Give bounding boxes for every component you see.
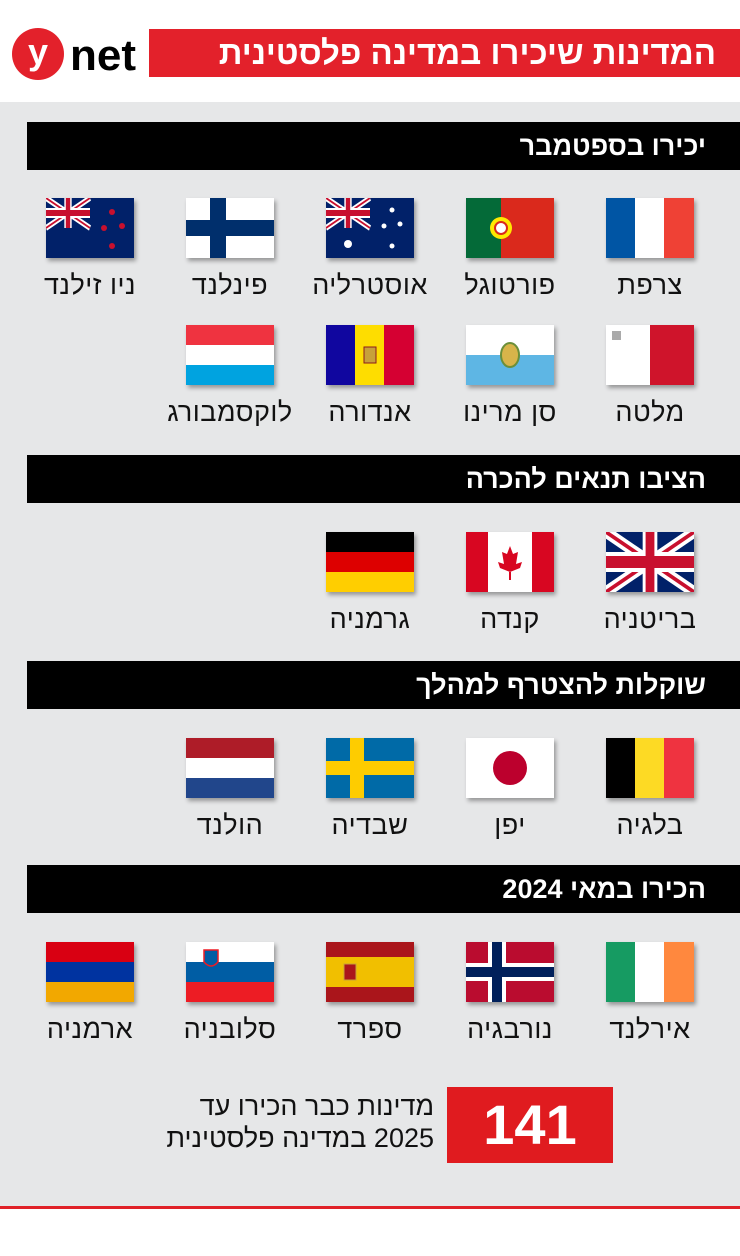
country-name: קנדה xyxy=(480,604,540,634)
armenia-flag-icon xyxy=(46,942,134,1002)
finland-flag-icon xyxy=(186,198,274,258)
country-item: אוסטרליה xyxy=(300,198,440,301)
ynet-logo: y net xyxy=(12,28,136,80)
country-item: ארמניה xyxy=(20,942,160,1045)
country-item: נורבגיה xyxy=(440,942,580,1045)
belgium-flag-icon xyxy=(606,738,694,798)
country-name: סלובניה xyxy=(183,1014,277,1044)
country-item: שבדיה xyxy=(300,738,440,841)
country-name: שבדיה xyxy=(331,810,409,840)
andorra-flag-icon xyxy=(326,325,414,385)
country-name: ספרד xyxy=(337,1014,403,1044)
new-zealand-flag-icon xyxy=(46,198,134,258)
country-item: אנדורה xyxy=(300,325,440,428)
count-badge: 141 xyxy=(447,1087,613,1163)
luxembourg-flag-icon xyxy=(186,325,274,385)
country-item: צרפת xyxy=(580,198,720,301)
country-name: סן מרינו xyxy=(463,397,557,427)
summary-line-2: 2025 במדינה פלסטינית xyxy=(166,1123,434,1153)
country-name: ניו זילנד xyxy=(43,270,137,300)
country-name: נורבגיה xyxy=(467,1014,553,1044)
country-item: מלטה xyxy=(580,325,720,428)
germany-flag-icon xyxy=(326,532,414,592)
country-name: הולנד xyxy=(196,810,264,840)
sweden-flag-icon xyxy=(326,738,414,798)
country-item: לוקסמבורג xyxy=(160,325,300,428)
japan-flag-icon xyxy=(466,738,554,798)
page-title: המדינות שיכירו במדינה פלסטינית xyxy=(149,29,740,77)
malta-flag-icon xyxy=(606,325,694,385)
portugal-flag-icon xyxy=(466,198,554,258)
summary-line-1: מדינות כבר הכירו עד xyxy=(199,1091,434,1121)
country-item: בלגיה xyxy=(580,738,720,841)
country-name: אנדורה xyxy=(328,397,412,427)
country-item: סלובניה xyxy=(160,942,300,1045)
country-name: פורטוגל xyxy=(464,270,556,300)
slovenia-flag-icon xyxy=(186,942,274,1002)
ireland-flag-icon xyxy=(606,942,694,1002)
country-name: אירלנד xyxy=(609,1014,691,1044)
country-item: קנדה xyxy=(440,532,580,635)
section-heading: יכירו בספטמבר xyxy=(27,122,740,170)
country-item: בריטניה xyxy=(580,532,720,635)
country-item: הולנד xyxy=(160,738,300,841)
australia-flag-icon xyxy=(326,198,414,258)
country-item: סן מרינו xyxy=(440,325,580,428)
netherlands-flag-icon xyxy=(186,738,274,798)
country-name: אוסטרליה xyxy=(312,270,428,300)
country-item: ספרד xyxy=(300,942,440,1045)
san-marino-flag-icon xyxy=(466,325,554,385)
spain-flag-icon xyxy=(326,942,414,1002)
norway-flag-icon xyxy=(466,942,554,1002)
svg-text:net: net xyxy=(70,31,136,80)
country-name: בריטניה xyxy=(603,604,697,634)
country-name: לוקסמבורג xyxy=(167,397,293,427)
country-name: מלטה xyxy=(615,397,685,427)
country-item: יפן xyxy=(440,738,580,841)
country-item: ניו זילנד xyxy=(20,198,160,301)
country-name: ארמניה xyxy=(46,1014,134,1044)
section-heading: הציבו תנאים להכרה xyxy=(27,455,740,503)
country-item: פינלנד xyxy=(160,198,300,301)
canada-flag-icon xyxy=(466,532,554,592)
section-heading: שוקלות להצטרף למהלך xyxy=(27,661,740,709)
france-flag-icon xyxy=(606,198,694,258)
svg-text:y: y xyxy=(28,31,48,72)
content-background xyxy=(0,102,740,1207)
country-item: גרמניה xyxy=(300,532,440,635)
country-item: אירלנד xyxy=(580,942,720,1045)
country-name: בלגיה xyxy=(616,810,684,840)
uk-flag-icon xyxy=(606,532,694,592)
country-name: צרפת xyxy=(617,270,683,300)
country-name: יפן xyxy=(494,810,526,840)
country-name: פינלנד xyxy=(191,270,269,300)
bottom-divider xyxy=(0,1206,740,1209)
country-name: גרמניה xyxy=(329,604,411,634)
country-item: פורטוגל xyxy=(440,198,580,301)
summary-text: מדינות כבר הכירו עד 2025 במדינה פלסטינית xyxy=(166,1090,434,1154)
section-heading: הכירו במאי 2024 xyxy=(27,865,740,913)
